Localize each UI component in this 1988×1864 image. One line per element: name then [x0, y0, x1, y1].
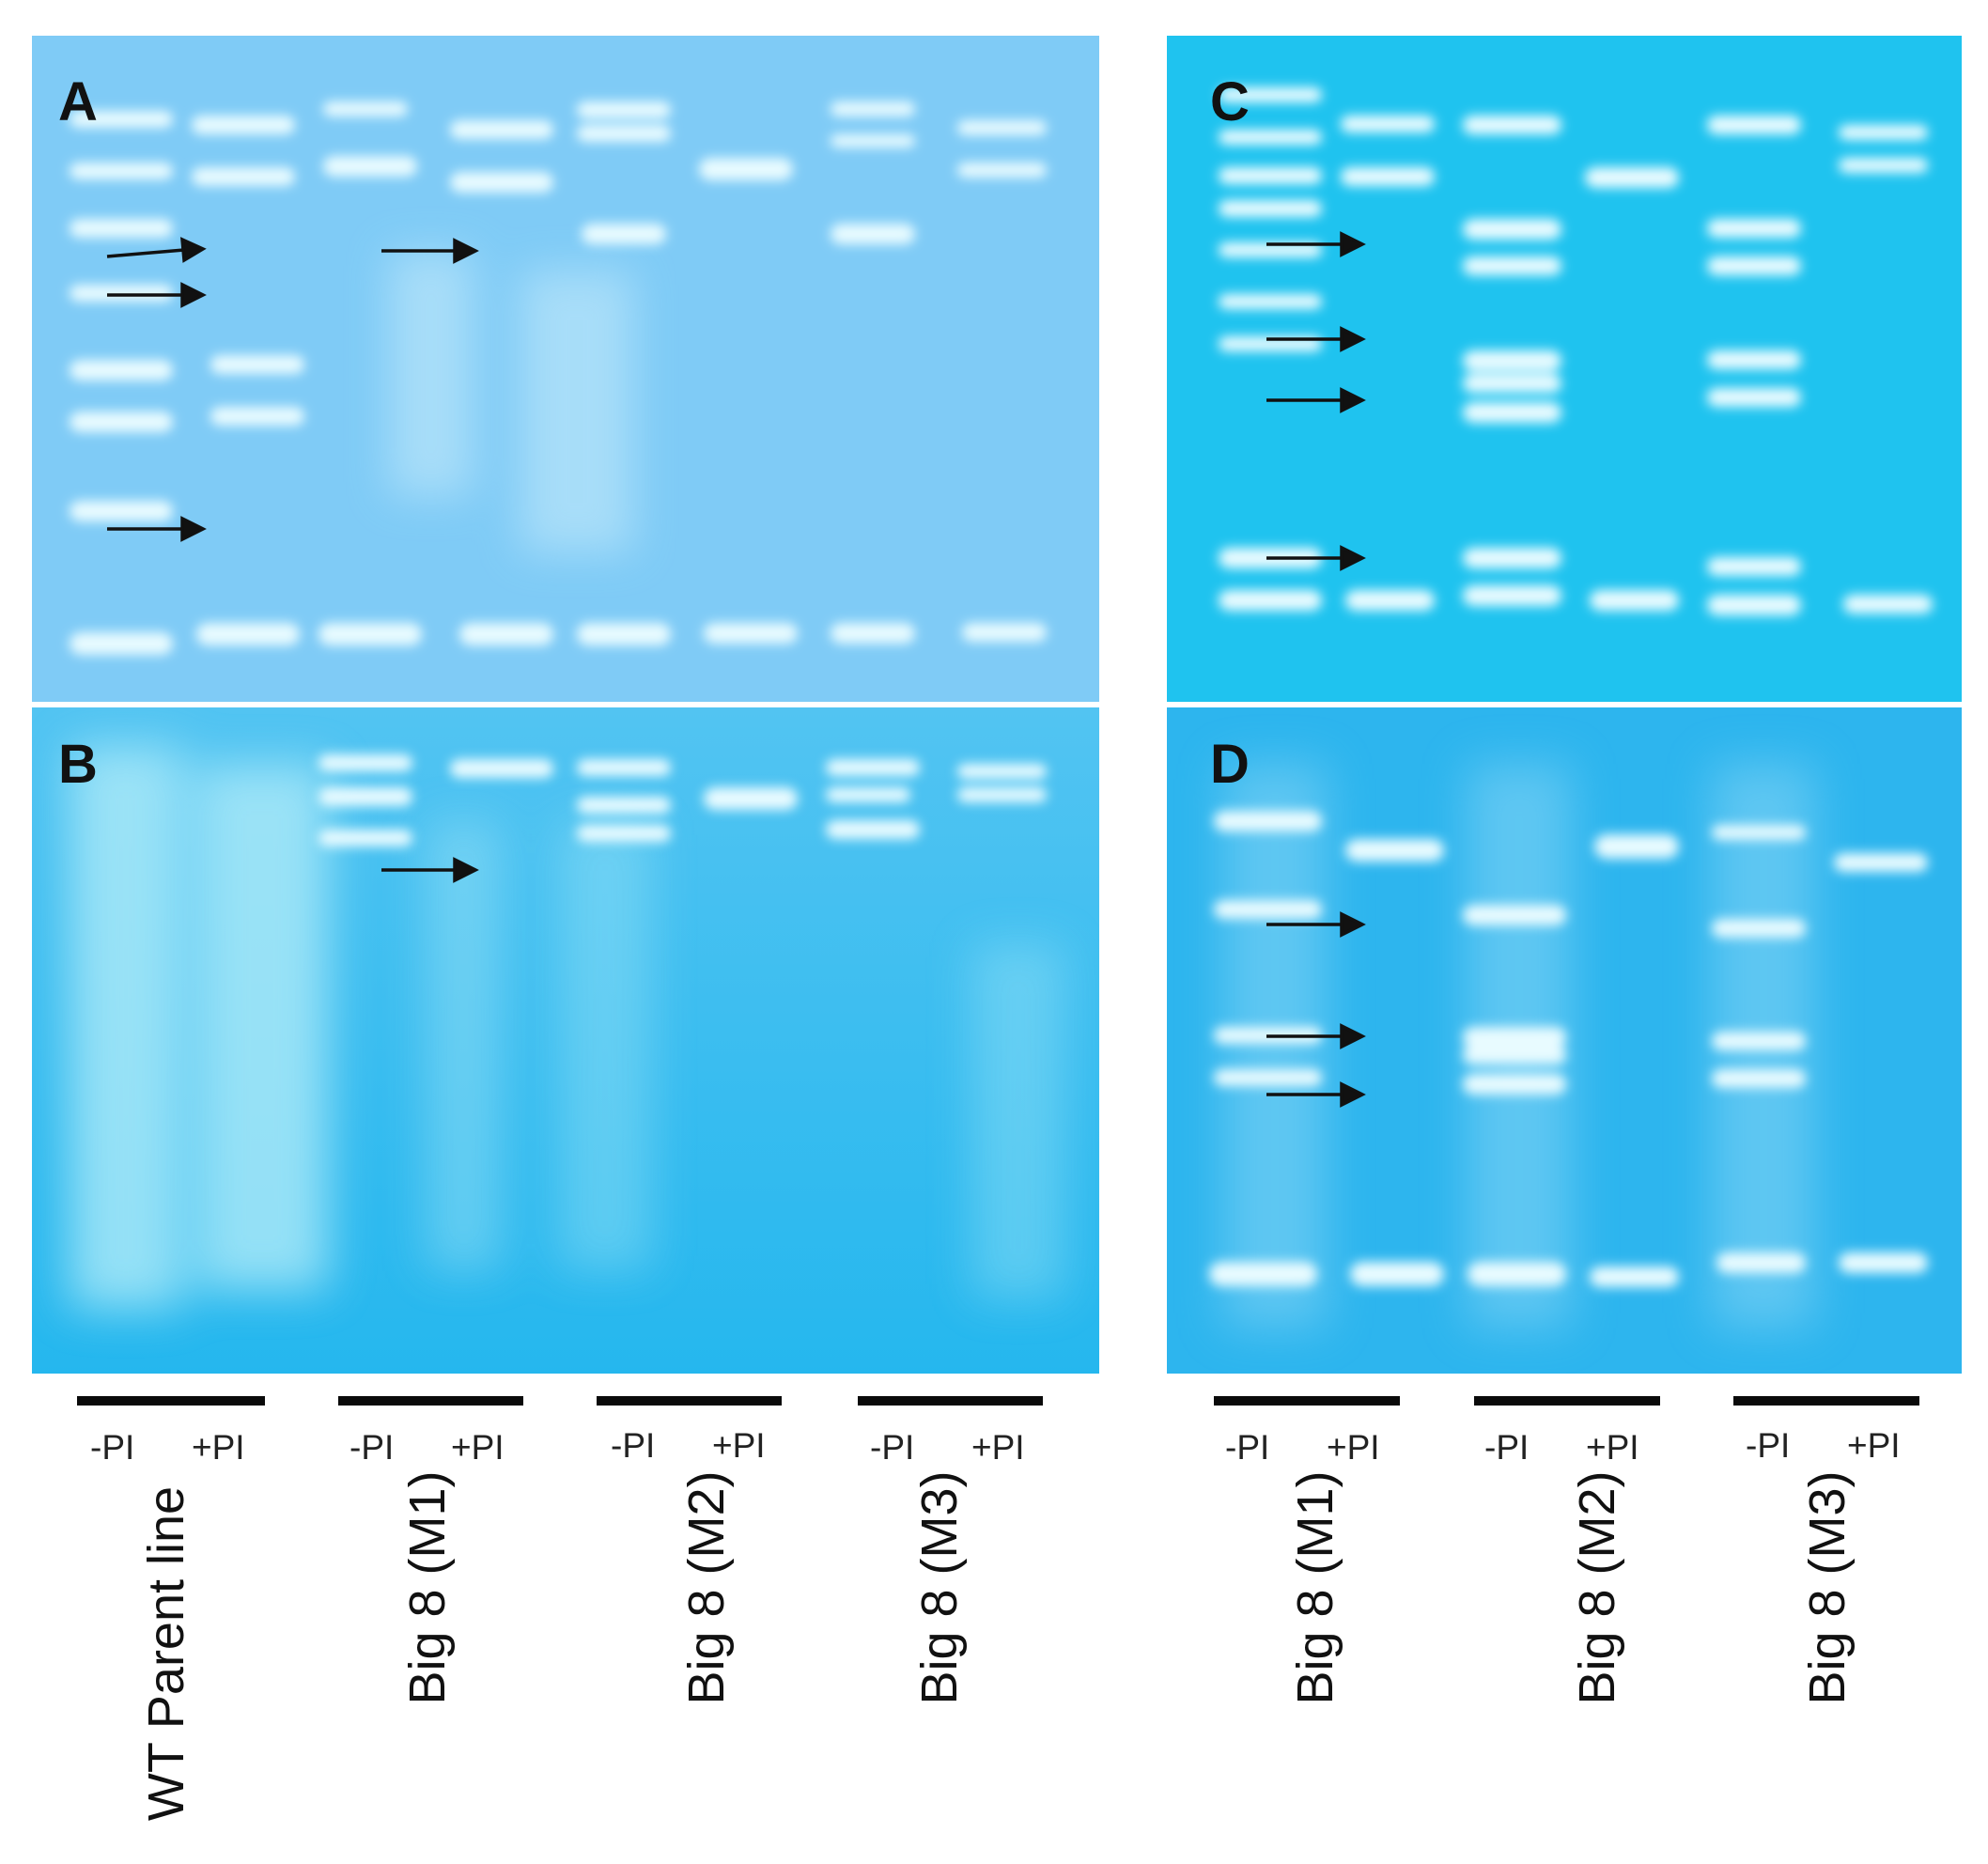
lane-label-plus: +PI	[451, 1428, 505, 1467]
group-bar-m3-left	[858, 1396, 1043, 1406]
lane-label-plus: +PI	[712, 1426, 766, 1465]
arrows-b	[381, 857, 479, 883]
sample-label-m3-right: Big 8 (M3)	[1799, 1470, 1856, 1705]
lane-label-minus: -PI	[611, 1426, 656, 1465]
lane-label-plus: +PI	[1586, 1428, 1639, 1467]
lane-label-minus: -PI	[1746, 1426, 1791, 1465]
lane-label-minus: -PI	[349, 1428, 395, 1467]
gel-panel-c: C	[1167, 36, 1962, 702]
sample-label-m1-right: Big 8 (M1)	[1287, 1470, 1343, 1705]
group-bar-m3-right	[1733, 1396, 1919, 1406]
gel-panel-a: A	[32, 36, 1099, 702]
lane-label-plus: +PI	[1847, 1426, 1901, 1465]
group-bar-m2-left	[597, 1396, 782, 1406]
gel-panel-d: D	[1167, 707, 1962, 1374]
lane-label-plus: +PI	[192, 1428, 245, 1467]
arrows-d	[1266, 911, 1366, 1108]
panel-letter-b: B	[58, 734, 98, 795]
arrows-a	[106, 237, 479, 542]
sample-label-m1-left: Big 8 (M1)	[399, 1470, 456, 1705]
group-bar-m2-right	[1474, 1396, 1660, 1406]
gel-image-c	[1167, 36, 1962, 702]
sample-label-m2-right: Big 8 (M2)	[1569, 1470, 1625, 1705]
sample-label-wt: WT Parent line	[138, 1485, 194, 1822]
lane-label-minus: -PI	[1484, 1428, 1530, 1467]
arrows-c	[1266, 231, 1366, 571]
lane-label-minus: -PI	[1225, 1428, 1270, 1467]
panel-letter-d: D	[1210, 734, 1250, 795]
lane-label-plus: +PI	[1327, 1428, 1380, 1467]
panel-letter-a: A	[58, 71, 98, 132]
lane-label-minus: -PI	[90, 1428, 135, 1467]
gel-panel-b: B	[32, 707, 1099, 1374]
sample-label-m2-left: Big 8 (M2)	[678, 1470, 735, 1705]
gel-image-d	[1167, 707, 1962, 1374]
group-bar-wt	[77, 1396, 265, 1406]
group-bar-m1-left	[338, 1396, 523, 1406]
gel-image-b	[32, 707, 1099, 1374]
lane-label-plus: +PI	[971, 1428, 1025, 1467]
lane-label-minus: -PI	[870, 1428, 915, 1467]
gel-image-a	[32, 36, 1099, 702]
panel-letter-c: C	[1210, 71, 1250, 132]
sample-label-m3-left: Big 8 (M3)	[911, 1470, 968, 1705]
group-bar-m1-right	[1214, 1396, 1400, 1406]
